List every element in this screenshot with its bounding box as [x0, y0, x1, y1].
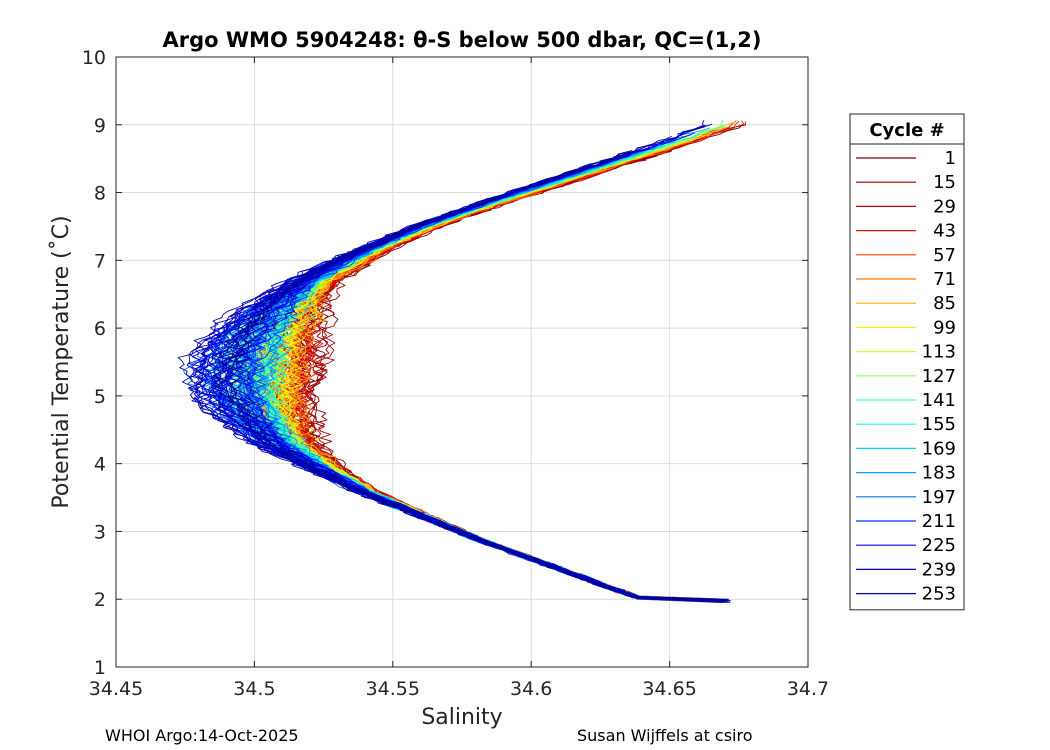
legend-label: 253: [922, 584, 956, 605]
legend-label: 197: [922, 487, 956, 508]
y-tick-label: 1: [94, 657, 106, 679]
y-tick-label: 5: [94, 386, 106, 408]
legend-label: 71: [933, 269, 956, 290]
legend-label: 127: [922, 366, 956, 387]
legend-label: 169: [922, 438, 956, 459]
x-tick-label: 34.55: [366, 678, 420, 700]
y-tick-label: 2: [94, 589, 106, 611]
legend-label: 85: [933, 293, 956, 314]
y-tick-label: 6: [94, 318, 106, 340]
legend-label: 57: [933, 245, 956, 266]
chart-title: Argo WMO 5904248: θ-S below 500 dbar, QC…: [163, 28, 762, 52]
y-tick-label: 9: [94, 115, 106, 137]
legend-label: 1: [945, 148, 956, 169]
footer-credit-right: Susan Wijffels at csiro: [577, 726, 753, 745]
x-tick-label: 34.65: [642, 678, 696, 700]
profile-line: [211, 190, 641, 599]
legend-label: 113: [922, 342, 956, 363]
legend-entries: 1 15 29 43 57 71 85 99 113 127 141 155 169 183 197 211 2…: [856, 148, 956, 605]
x-axis-label: Salinity: [421, 705, 502, 730]
footer-credit-left: WHOI Argo:14-Oct-2025: [105, 726, 299, 745]
legend-label: 99: [933, 317, 956, 338]
y-axis-ticks: 1 2 3 4 5 6 7 8 9 10: [82, 47, 808, 679]
plot-area: 34.45 34.5 34.55 34.6 34.65 34.7 1 2 3 4 5 6 7 8 9 10: [82, 47, 829, 700]
legend-label: 141: [922, 390, 956, 411]
legend-label: 211: [922, 511, 956, 532]
y-axis-label: Potential Temperature (˚C): [49, 215, 74, 508]
legend-label: 155: [922, 414, 956, 435]
x-tick-label: 34.6: [510, 678, 552, 700]
legend-label: 183: [922, 463, 956, 484]
legend: Cycle # 1 15 29 43 57 71 85 99 113 127 141 155 169 18…: [849, 113, 965, 611]
legend-label: 29: [933, 196, 956, 217]
x-axis-ticks: 34.45 34.5 34.55 34.6 34.65 34.7: [89, 57, 829, 700]
legend-label: 239: [922, 559, 956, 580]
x-tick-label: 34.7: [787, 678, 829, 700]
y-tick-label: 3: [94, 521, 106, 543]
plot-frame: [115, 56, 809, 668]
legend-label: 43: [933, 221, 956, 242]
profile-lines: [177, 120, 746, 604]
y-tick-label: 4: [94, 454, 106, 476]
profile-line: [177, 120, 726, 602]
legend-title: Cycle #: [869, 120, 944, 141]
legend-label: 225: [922, 535, 956, 556]
y-tick-label: 7: [94, 250, 106, 272]
x-tick-label: 34.45: [89, 678, 143, 700]
y-tick-label: 8: [94, 183, 106, 205]
legend-box: [849, 113, 965, 611]
y-tick-label: 10: [82, 47, 106, 69]
x-tick-label: 34.5: [233, 678, 275, 700]
legend-label: 15: [933, 172, 956, 193]
profile-line: [188, 150, 635, 599]
